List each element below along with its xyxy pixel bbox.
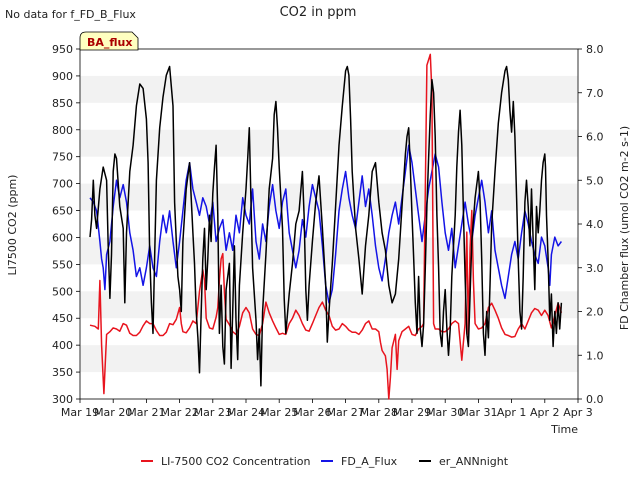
x-tick-label: Apr 3 — [563, 406, 593, 419]
y-left-tick-label: 950 — [52, 43, 73, 56]
y-right-tick-label: 6.0 — [586, 131, 604, 144]
y-left-tick-label: 300 — [52, 393, 73, 406]
y-right-tick-label: 3.0 — [586, 262, 604, 275]
y-right-tick-label: 1.0 — [586, 349, 604, 362]
series-line-2 — [89, 65, 563, 387]
series-layer — [89, 53, 563, 400]
x-tick-label: Mar 22 — [160, 406, 198, 419]
y-right-tick-label: 5.0 — [586, 174, 604, 187]
legend-label: er_ANNnight — [439, 455, 509, 468]
y-left-tick-label: 400 — [52, 339, 73, 352]
x-axis-label: Time — [550, 423, 578, 436]
series-line-0 — [89, 53, 563, 400]
x-tick-label: Apr 2 — [530, 406, 560, 419]
x-tick-label: Mar 19 — [61, 406, 99, 419]
x-tick-label: Mar 26 — [293, 406, 331, 419]
x-tick-label: Mar 24 — [227, 406, 265, 419]
y-left-tick-label: 700 — [52, 178, 73, 191]
chart-title: CO2 in ppm — [280, 5, 357, 20]
grid-bands — [80, 75, 578, 373]
x-tick-label: Mar 29 — [393, 406, 431, 419]
badge: BA_flux — [79, 31, 139, 51]
x-tick-label: Mar 30 — [426, 406, 464, 419]
x-tick-label: Mar 31 — [459, 406, 497, 419]
y-left-tick-label: 750 — [52, 151, 73, 164]
x-tick-label: Mar 21 — [127, 406, 165, 419]
x-tick-label: Mar 28 — [360, 406, 398, 419]
grid-band — [80, 129, 578, 157]
y-right-tick-label: 4.0 — [586, 218, 604, 231]
y-left-tick-label: 650 — [52, 205, 73, 218]
y-left-tick-label: 350 — [52, 366, 73, 379]
y-left-tick-label: 450 — [52, 312, 73, 325]
legend-label: FD_A_Flux — [341, 455, 398, 468]
badge-label: BA_flux — [87, 36, 132, 49]
badge-box — [79, 31, 139, 51]
y-left-tick-label: 900 — [52, 70, 73, 83]
y-right-tick-label: 7.0 — [586, 87, 604, 100]
y-right-tick-label: 2.0 — [586, 306, 604, 319]
y-axis-left-label: LI7500 CO2 (ppm) — [6, 175, 19, 276]
legend-label: LI-7500 CO2 Concentration — [161, 455, 311, 468]
y-right-tick-label: 0.0 — [586, 393, 604, 406]
y-left-tick-label: 600 — [52, 231, 73, 244]
x-tick-label: Apr 1 — [497, 406, 527, 419]
y-left-tick-label: 800 — [52, 124, 73, 137]
y-left-tick-label: 550 — [52, 258, 73, 271]
y-right-tick-label: 8.0 — [586, 43, 604, 56]
y-left-tick-label: 850 — [52, 97, 73, 110]
left-axis: 300 350 400 450 500 550 600 650 700 750 800 850 900 9… — [52, 43, 80, 406]
y-left-tick-label: 500 — [52, 285, 73, 298]
legend: LI-7500 CO2 Concentration FD_A_Flux er_ANN… — [141, 455, 509, 468]
x-tick-label: Mar 20 — [94, 406, 132, 419]
x-tick-label: Mar 25 — [260, 406, 298, 419]
no-data-note: No data for f_FD_B_Flux — [5, 8, 136, 21]
y-axis-right-label: FD Chamber flux (umol CO2 m-2 s-1) — [618, 126, 631, 330]
x-tick-label: Mar 27 — [326, 406, 364, 419]
grid-band — [80, 183, 578, 211]
x-tick-label: Mar 23 — [194, 406, 232, 419]
right-axis: 0.0 1.0 2.0 3.0 4.0 5.0 6.0 7.0 8.0 — [578, 43, 604, 406]
grid-band — [80, 345, 578, 373]
